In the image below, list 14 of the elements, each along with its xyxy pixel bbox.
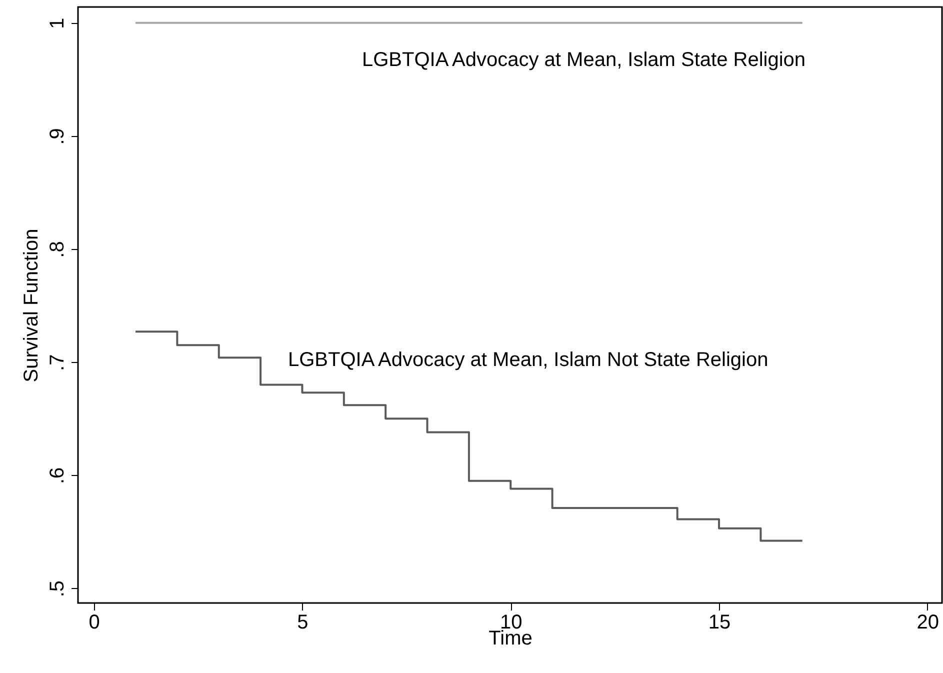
y-axis-title: Survival Function <box>20 228 42 382</box>
y-tick-label: .5 <box>46 580 68 598</box>
annotation: LGBTQIA Advocacy at Mean, Islam State Religion <box>362 49 806 71</box>
x-tick-label: 15 <box>708 612 731 634</box>
x-axis-title: Time <box>488 628 532 650</box>
y-tick-label: .7 <box>46 354 68 371</box>
x-tick-label: 5 <box>297 612 308 634</box>
x-tick-label: 20 <box>916 612 940 634</box>
y-tick-label: 1 <box>46 18 68 29</box>
annotation: LGBTQIA Advocacy at Mean, Islam Not State Religion <box>288 349 768 371</box>
y-tick-label: .9 <box>46 128 68 145</box>
y-tick-label: .6 <box>46 467 68 484</box>
x-tick-label: 0 <box>88 612 100 634</box>
y-tick-label: .8 <box>46 241 68 258</box>
